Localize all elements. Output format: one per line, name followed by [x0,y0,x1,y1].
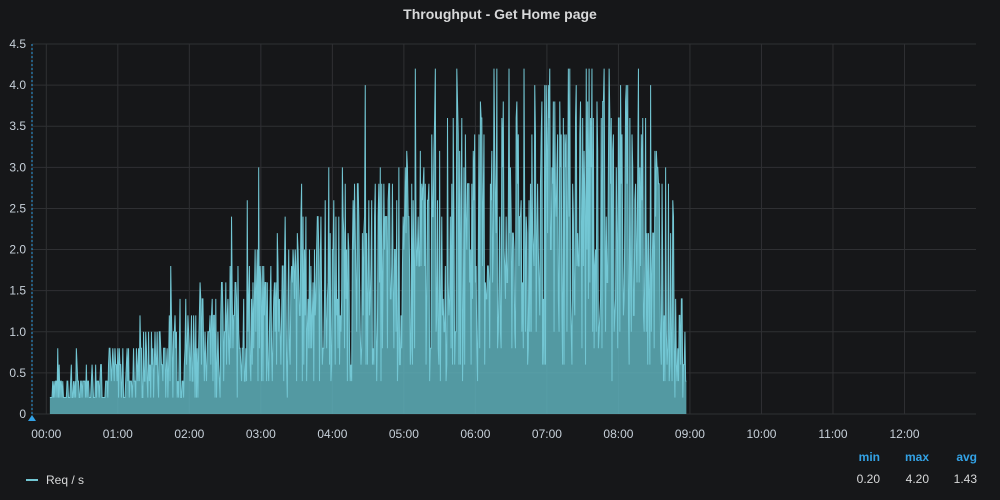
chart-area-layer [49,68,687,415]
x-tick-label: 10:00 [746,427,776,441]
y-tick-label: 1.0 [9,325,26,339]
legend: min max avg Req / s 0.20 4.20 1.43 [0,448,1000,500]
throughput-chart: 00.51.01.52.02.53.03.54.04.5 00:00 01:00 0… [9,37,976,441]
y-tick-label: 0.5 [9,366,26,380]
y-tick-label: 2.0 [9,243,26,257]
y-tick-label: 3.5 [9,119,26,133]
x-tick-label: 12:00 [889,427,919,441]
legend-value-max: 4.20 [905,472,929,486]
x-tick-label: 02:00 [174,427,204,441]
y-tick-label: 2.5 [9,201,26,215]
series-line-req-per-s [49,68,687,399]
x-tick-label: 00:00 [31,427,61,441]
y-tick-label: 4.5 [9,37,26,51]
panel-title: Throughput - Get Home page [403,6,597,22]
legend-header-min[interactable]: min [858,450,880,464]
x-tick-label: 03:00 [246,427,276,441]
legend-series-item[interactable]: Req / s [26,472,84,488]
x-axis-ticks: 00:00 01:00 02:00 03:00 04:00 05:00 06:00 07:00… [31,427,920,441]
x-tick-label: 11:00 [818,427,847,441]
legend-series-name: Req / s [46,473,85,487]
x-tick-label: 04:00 [317,427,347,441]
legend-series-swatch [26,479,38,481]
x-tick-label: 01:00 [103,427,133,441]
x-tick-label: 09:00 [675,427,705,441]
x-tick-label: 07:00 [532,427,562,441]
y-tick-label: 4.0 [9,78,26,92]
y-tick-label: 1.5 [9,284,26,298]
x-tick-label: 06:00 [460,427,490,441]
x-tick-label: 05:00 [389,427,419,441]
legend-header-max[interactable]: max [904,450,929,464]
legend-header-avg[interactable]: avg [956,450,977,464]
y-tick-label: 3.0 [9,160,26,174]
legend-value-avg: 1.43 [953,472,977,486]
y-axis-ticks: 0 0.5 1.0 1.5 2.0 2.5 3.0 3.5 4.0 4.5 [9,37,26,421]
legend-value-min: 0.20 [856,472,880,486]
y-tick-label: 0 [19,407,26,421]
x-tick-label: 08:00 [603,427,633,441]
time-cursor-marker [28,415,36,421]
